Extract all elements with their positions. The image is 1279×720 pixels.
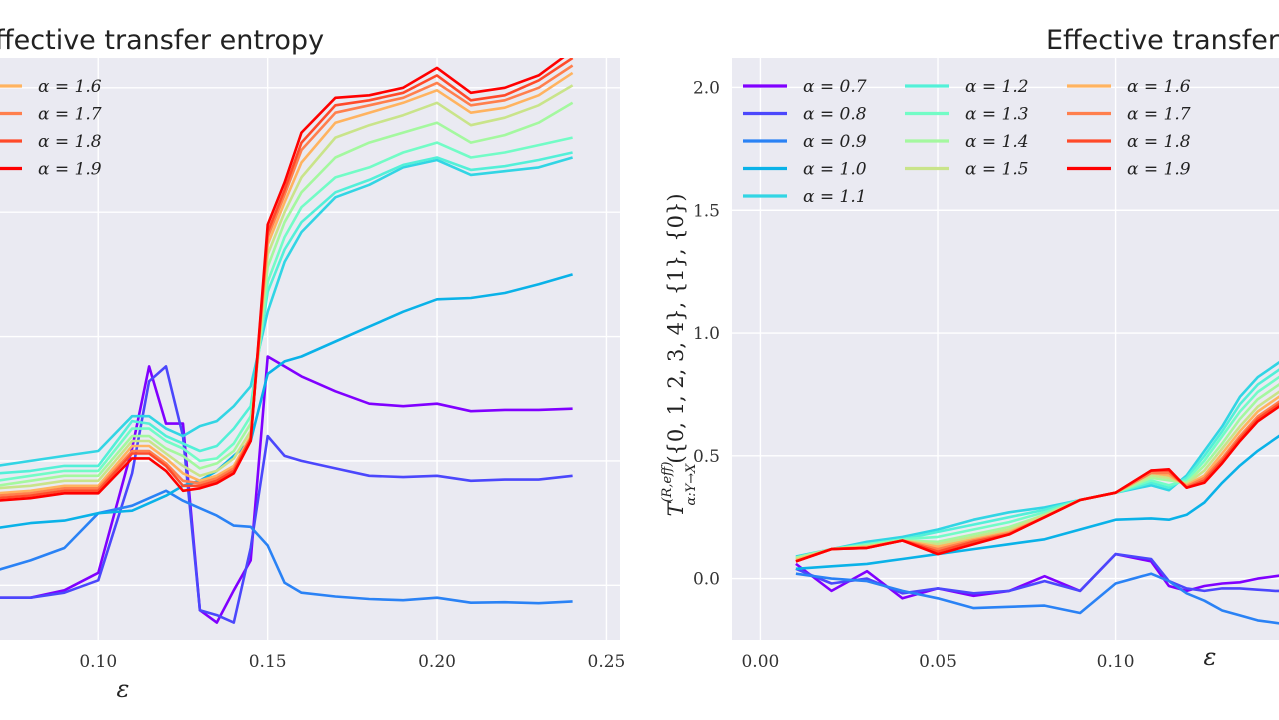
series-line [0,355,573,624]
legend-label: α = 1.6 [38,77,102,97]
y-tick-label: 2.0 [693,78,720,98]
x-tick-label: 0.10 [79,652,117,672]
left-chart-title: Effective transfer entropy [0,25,324,56]
right-legend: α = 0.7 α = 0.8 α = 0.9 α = 1.0 α = 1.1 α = 1… [743,77,1191,207]
legend-label: α = 1.1 [803,187,867,207]
legend-label: α = 1.9 [1127,160,1191,180]
legend-label: α = 0.8 [803,105,867,125]
y-tick-label: 0.5 [693,447,720,467]
x-tick-label: 0.10 [1097,652,1135,672]
series-line [0,151,573,475]
x-tick-label: 0.25 [588,652,626,672]
series-line [0,365,573,624]
series-line [0,84,574,490]
legend-label: α = 1.2 [965,77,1029,97]
left-plot-area [0,58,620,640]
legend-label: α = 1.4 [965,132,1029,152]
left-x-tick-labels: 0.10 0.15 0.20 0.25 [79,652,625,672]
legend-label: α = 0.7 [803,77,867,97]
series-line [0,489,573,605]
legend-label: α = 1.8 [1127,132,1191,152]
x-tick-label: 0.05 [919,652,957,672]
right-plot-area [732,58,1279,640]
right-x-tick-labels: 0.00 0.05 0.10 [741,652,1134,672]
left-gridlines [0,58,620,640]
left-series-lines [0,58,574,624]
y-tick-label: 1.0 [693,324,720,344]
right-panel: Effective transfer e 0.00 0.05 0.10 0.0 0.5… [660,25,1279,672]
legend-label: α = 1.7 [1127,105,1191,125]
series-line [0,156,573,467]
right-chart-title: Effective transfer e [1046,25,1279,56]
series-line [795,552,1279,595]
x-tick-label: 0.20 [418,652,456,672]
legend-label: α = 1.5 [965,160,1029,180]
legend-label: α = 1.6 [1127,77,1191,97]
left-x-axis-label: ε [117,675,130,703]
legend-label: α = 1.7 [38,105,102,125]
right-y-axis-label: T(R,eff) α:Y→X({0, 1, 2, 3, 4}, {1}, {0}) [660,193,699,516]
legend-label: α = 1.0 [803,160,867,180]
series-line [795,434,1279,571]
y-tick-label: 0.0 [693,570,720,590]
legend-label: α = 1.3 [965,105,1029,125]
series-line [0,273,573,529]
series-line [0,101,574,487]
x-tick-label: 0.15 [249,652,287,672]
series-line [795,572,1279,625]
series-line [795,405,1279,563]
legend-label: α = 1.9 [38,160,102,180]
series-line [0,58,565,502]
legend-label: α = 0.9 [803,132,867,152]
left-legend: α = 1.6 α = 1.7 α = 1.8 α = 1.9 [0,77,102,180]
right-x-axis-label: ε [1204,643,1217,671]
right-y-tick-labels: 0.0 0.5 1.0 1.5 2.0 [693,78,720,589]
series-line [0,136,573,482]
legend-label: α = 1.8 [38,132,102,152]
right-series-lines [795,360,1279,625]
y-tick-label: 1.5 [693,201,720,221]
x-tick-label: 0.00 [741,652,779,672]
left-panel: Effective transfer entropy 0.10 0.15 0.20 0… [0,25,625,703]
